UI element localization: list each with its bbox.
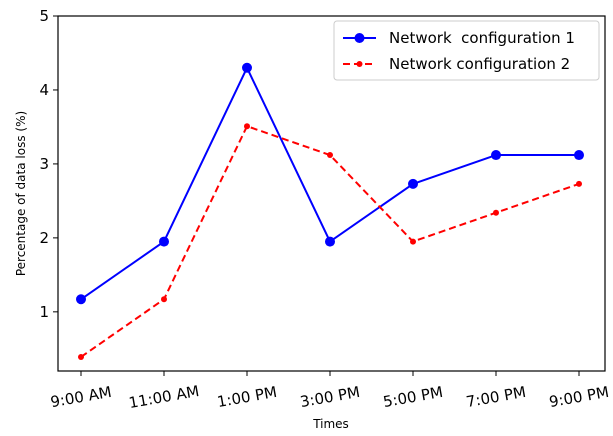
y-tick-label: 5 [39, 7, 49, 25]
series-2-point [410, 238, 416, 245]
legend-label-2: Network configuration 2 [389, 55, 570, 73]
series-1-point [159, 236, 169, 247]
y-tick-label: 3 [39, 155, 49, 173]
legend-label-1: Network configuration 1 [389, 29, 575, 47]
series-2-point [576, 180, 582, 187]
series-1-point [242, 62, 252, 73]
legend-swatch-marker-2 [356, 61, 363, 67]
x-tick-label: 1:00 PM [216, 383, 279, 411]
series-1-point [574, 150, 584, 161]
series-2-point [244, 123, 250, 130]
series-2-point [78, 353, 84, 360]
series-1-point [408, 178, 418, 189]
x-tick-label: 5:00 PM [382, 383, 445, 411]
legend: Network configuration 1 Network configura… [333, 20, 600, 81]
series-line-1 [80, 66, 579, 301]
x-tick-label: 11:00 AM [127, 382, 200, 412]
x-axis-ticks: 9:00 AM 11:00 AM 1:00 PM 3:00 PM 5:00 PM 7:00… [49, 371, 610, 412]
series-1-point [491, 150, 501, 161]
legend-box [333, 20, 600, 81]
series-1-point [76, 294, 86, 305]
series-2-point [493, 209, 499, 216]
x-tick-label: 9:00 PM [548, 383, 611, 411]
series-2-point [327, 152, 333, 159]
x-tick-label: 7:00 PM [465, 383, 528, 411]
y-axis-ticks: 1 2 3 4 5 [39, 7, 58, 321]
series-1-point [325, 236, 335, 247]
y-axis-label: Percentage of data loss (%) [14, 111, 28, 276]
y-tick-label: 1 [39, 303, 49, 321]
x-axis-label: Times [312, 417, 349, 431]
x-tick-label: 9:00 AM [49, 383, 113, 411]
plot-frame [57, 15, 606, 372]
series-2-point [161, 296, 167, 303]
series-layer [76, 62, 584, 360]
legend-swatch-marker-1 [354, 33, 365, 43]
y-tick-label: 4 [39, 81, 49, 99]
x-tick-label: 3:00 PM [299, 383, 362, 411]
y-tick-label: 2 [39, 229, 49, 247]
